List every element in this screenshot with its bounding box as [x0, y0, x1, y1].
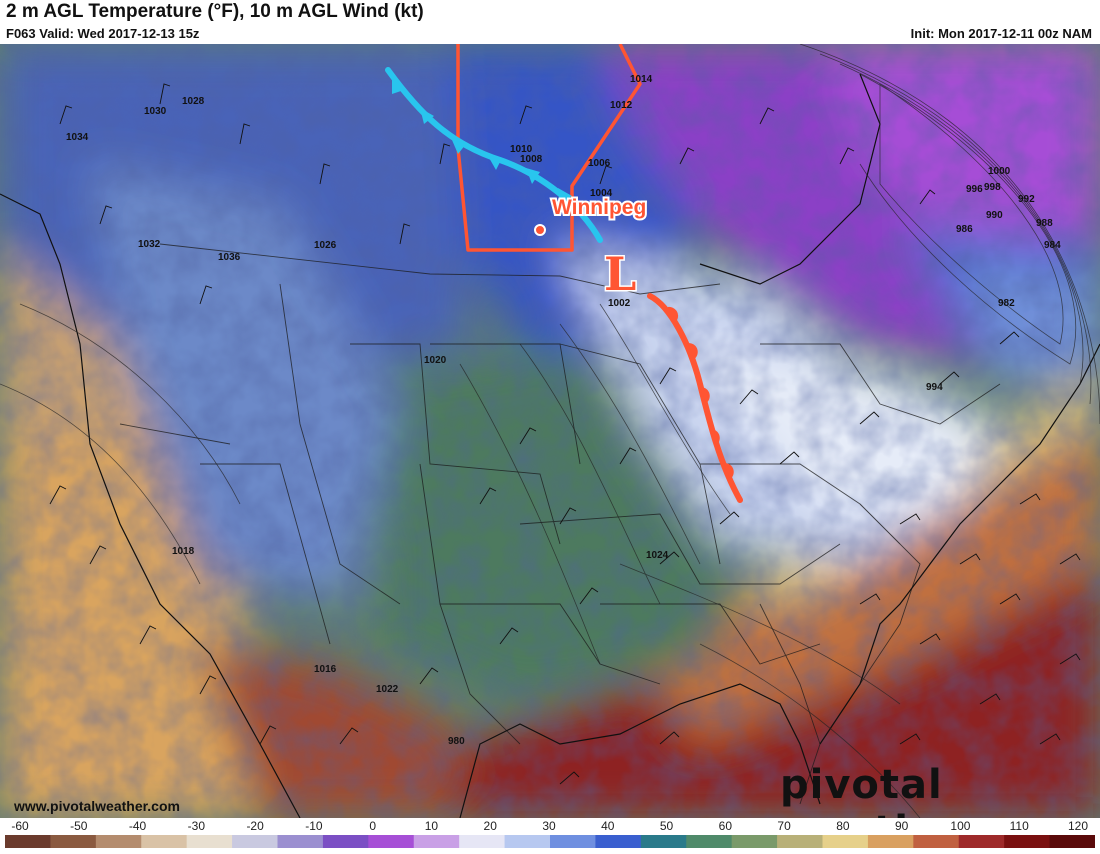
svg-text:996: 996 [966, 184, 983, 195]
wind-barbs [49, 83, 1081, 785]
colorbar-tick-label: 20 [483, 819, 497, 833]
colorbar-tick-label: -20 [246, 819, 264, 833]
colorbar-tick-label: 120 [1067, 819, 1089, 833]
svg-text:986: 986 [956, 224, 973, 235]
colorbar-tick-label: 60 [718, 819, 733, 833]
svg-text:982: 982 [998, 298, 1015, 309]
colorbar-labels: -60 -50 -40 -30 -20 -10 0 10 20 30 40 50 60 70 80 90 100… [0, 818, 1100, 834]
svg-text:988: 988 [1036, 218, 1053, 229]
colorbar-swatch [322, 835, 369, 848]
colorbar-swatch [867, 835, 914, 848]
colorbar-tick-label: 90 [894, 819, 909, 833]
colorbar-tick-label: 100 [950, 819, 971, 833]
temperature-colorbar: -60 -50 -40 -30 -20 -10 0 10 20 30 40 50 60 70 80 90 100… [0, 818, 1100, 850]
colorbar-tick-label: -10 [305, 819, 323, 833]
warm-front [647, 293, 743, 503]
colorbar-swatch [731, 835, 778, 848]
colorbar-tick-label: -60 [11, 819, 29, 833]
low-pressure-marker: L [604, 247, 636, 301]
svg-text:1010: 1010 [510, 144, 533, 155]
svg-text:1016: 1016 [314, 664, 337, 675]
valid-time: F063 Valid: Wed 2017-12-13 15z [6, 26, 200, 41]
svg-text:1002: 1002 [608, 298, 631, 309]
svg-text:980: 980 [448, 736, 465, 747]
colorbar-tick-label: 0 [369, 819, 376, 833]
svg-text:1022: 1022 [376, 684, 399, 695]
cold-front [385, 67, 603, 243]
colorbar-swatch [913, 835, 960, 848]
svg-text:998: 998 [984, 182, 1001, 193]
svg-text:1024: 1024 [646, 550, 669, 561]
colorbar-swatch [640, 835, 687, 848]
colorbar-swatch [550, 835, 596, 848]
svg-text:1014: 1014 [630, 74, 653, 85]
svg-text:1006: 1006 [588, 158, 611, 169]
colorbar-tick-label: -40 [128, 819, 147, 833]
colorbar-swatch [277, 835, 324, 848]
colorbar-tick-label: 70 [777, 819, 791, 833]
weather-map: Winnipeg L 1030 1028 1034 1032 1036 1026… [0, 44, 1100, 818]
colorbar-swatch [686, 835, 733, 848]
svg-text:1032: 1032 [138, 239, 161, 250]
colorbar-swatch [368, 835, 415, 848]
svg-text:1008: 1008 [520, 154, 543, 165]
colorbar-swatch [595, 835, 642, 848]
colorbar-tick-label: 10 [424, 819, 439, 833]
colorbar-tick-label: 50 [659, 819, 674, 833]
svg-text:1030: 1030 [144, 106, 167, 117]
isobar-labels: 1030 1028 1034 1032 1036 1026 1020 1018 … [66, 74, 1061, 747]
colorbar-swatch [504, 835, 551, 848]
colorbar-swatch [1049, 835, 1095, 848]
colorbar-tick-label: 30 [542, 819, 556, 833]
colorbar-tick-label: 110 [1009, 819, 1029, 833]
svg-text:1012: 1012 [610, 100, 633, 111]
map-title: 2 m AGL Temperature (°F), 10 m AGL Wind … [6, 1, 424, 22]
winnipeg-label: Winnipeg [552, 196, 646, 219]
colorbar-tick-label: -50 [70, 819, 88, 833]
init-time: Init: Mon 2017-12-11 00z NAM [910, 26, 1092, 41]
svg-text:1000: 1000 [988, 166, 1011, 177]
colorbar-tick-label: 80 [836, 819, 850, 833]
svg-text:1036: 1036 [218, 252, 241, 263]
svg-text:1004: 1004 [590, 188, 613, 199]
colorbar-swatch [186, 835, 233, 848]
svg-text:1034: 1034 [66, 132, 89, 143]
svg-text:1020: 1020 [424, 355, 447, 366]
colorbar-swatch [777, 835, 823, 848]
colorbar-tick-label: -30 [187, 819, 205, 833]
colorbar-swatch [50, 835, 97, 848]
winnipeg-marker [534, 224, 546, 236]
svg-text:1018: 1018 [172, 546, 195, 557]
colorbar-swatch [141, 835, 188, 848]
website-watermark: www.pivotalweather.com [14, 798, 180, 814]
colorbar-swatch [232, 835, 278, 848]
temperature-field [0, 44, 1100, 818]
colorbar-swatch [5, 835, 51, 848]
colorbar-swatch [459, 835, 506, 848]
svg-text:990: 990 [986, 210, 1003, 221]
colorbar-swatch [95, 835, 142, 848]
colorbar-tick-label: 40 [601, 819, 615, 833]
colorbar-swatch [822, 835, 869, 848]
isobars [0, 44, 1100, 818]
svg-text:984: 984 [1044, 240, 1061, 251]
header: 2 m AGL Temperature (°F), 10 m AGL Wind … [0, 0, 1100, 44]
colorbar-swatch [413, 835, 460, 848]
svg-text:992: 992 [1018, 194, 1035, 205]
colorbar-swatch [958, 835, 1005, 848]
svg-text:1026: 1026 [314, 240, 337, 251]
colorbar-gradient [5, 835, 1095, 848]
colorbar-swatch [1004, 835, 1051, 848]
svg-text:994: 994 [926, 382, 943, 393]
coastlines [0, 73, 1100, 818]
svg-text:1028: 1028 [182, 96, 205, 107]
